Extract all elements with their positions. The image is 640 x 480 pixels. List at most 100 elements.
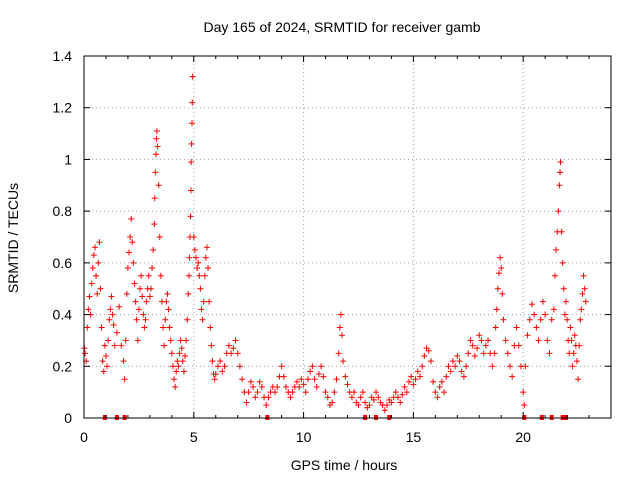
data-point xyxy=(298,376,305,383)
data-point xyxy=(403,389,410,396)
data-point xyxy=(164,290,171,297)
data-point xyxy=(109,311,116,318)
data-point xyxy=(196,272,203,279)
data-point xyxy=(217,358,224,365)
data-point xyxy=(153,151,160,158)
data-point xyxy=(410,381,417,388)
data-point xyxy=(351,389,358,396)
data-point xyxy=(557,159,564,166)
data-point xyxy=(548,316,555,323)
y-axis-label: SRMTID / TECUs xyxy=(5,183,21,293)
data-point xyxy=(172,383,179,390)
data-point xyxy=(331,389,338,396)
data-point xyxy=(182,352,189,359)
data-point xyxy=(336,324,343,331)
data-point xyxy=(118,342,125,349)
data-point xyxy=(552,272,559,279)
chart-title: Day 165 of 2024, SRMTID for receiver gam… xyxy=(203,19,480,35)
data-point xyxy=(228,350,235,357)
data-point xyxy=(311,376,318,383)
data-point xyxy=(322,389,329,396)
data-point xyxy=(236,363,243,370)
data-point xyxy=(493,306,500,313)
data-point xyxy=(445,363,452,370)
data-point xyxy=(187,187,194,194)
data-point xyxy=(412,376,419,383)
data-point xyxy=(531,311,538,318)
data-point xyxy=(460,373,467,380)
data-point xyxy=(239,376,246,383)
data-point xyxy=(520,389,527,396)
data-point xyxy=(254,389,261,396)
data-point xyxy=(567,324,574,331)
data-point xyxy=(136,285,143,292)
data-point xyxy=(521,402,528,409)
data-point xyxy=(157,272,164,279)
data-point xyxy=(465,350,472,357)
data-point xyxy=(140,311,147,318)
data-point xyxy=(449,358,456,365)
data-point xyxy=(577,316,584,323)
data-point xyxy=(283,383,290,390)
data-point xyxy=(110,321,117,328)
data-point xyxy=(101,342,108,349)
data-point xyxy=(168,350,175,357)
data-point xyxy=(476,332,483,339)
data-point xyxy=(546,350,553,357)
data-point xyxy=(155,182,162,189)
data-point xyxy=(307,368,314,375)
data-point xyxy=(542,311,549,318)
data-point xyxy=(559,259,566,266)
data-point xyxy=(186,254,193,261)
data-point xyxy=(97,285,104,292)
data-point xyxy=(169,363,176,370)
x-tick-label: 5 xyxy=(190,429,198,445)
data-point xyxy=(91,244,98,251)
data-point xyxy=(194,265,201,272)
data-point xyxy=(550,306,557,313)
data-point xyxy=(104,363,111,370)
data-point xyxy=(184,316,191,323)
data-point xyxy=(90,252,97,259)
data-point xyxy=(564,316,571,323)
data-point xyxy=(366,402,373,409)
data-point xyxy=(471,352,478,359)
data-point xyxy=(139,293,146,300)
data-point xyxy=(309,363,316,370)
data-point xyxy=(105,337,112,344)
data-point xyxy=(405,378,412,385)
data-point xyxy=(416,373,423,380)
data-point xyxy=(497,254,504,261)
data-point xyxy=(151,195,158,202)
y-tick-label: 1 xyxy=(64,151,72,167)
data-point xyxy=(160,324,167,331)
data-point xyxy=(573,358,580,365)
data-point xyxy=(95,259,102,266)
data-point xyxy=(256,378,263,385)
data-point xyxy=(568,337,575,344)
data-point xyxy=(199,316,206,323)
data-point xyxy=(580,272,587,279)
data-point xyxy=(129,239,136,246)
data-point xyxy=(189,99,196,106)
data-point xyxy=(278,363,285,370)
data-point xyxy=(562,298,569,305)
data-point xyxy=(185,290,192,297)
data-point xyxy=(99,358,106,365)
data-point xyxy=(138,272,145,279)
data-point xyxy=(502,337,509,344)
data-point xyxy=(576,342,583,349)
data-point xyxy=(558,228,565,235)
data-point xyxy=(126,249,133,256)
data-point xyxy=(189,120,196,127)
data-point xyxy=(274,383,281,390)
data-point xyxy=(84,324,91,331)
data-point xyxy=(320,373,327,380)
data-point xyxy=(206,298,213,305)
data-point xyxy=(191,246,198,253)
data-point xyxy=(132,298,139,305)
data-point xyxy=(293,378,300,385)
data-point xyxy=(289,389,296,396)
data-point xyxy=(556,182,563,189)
